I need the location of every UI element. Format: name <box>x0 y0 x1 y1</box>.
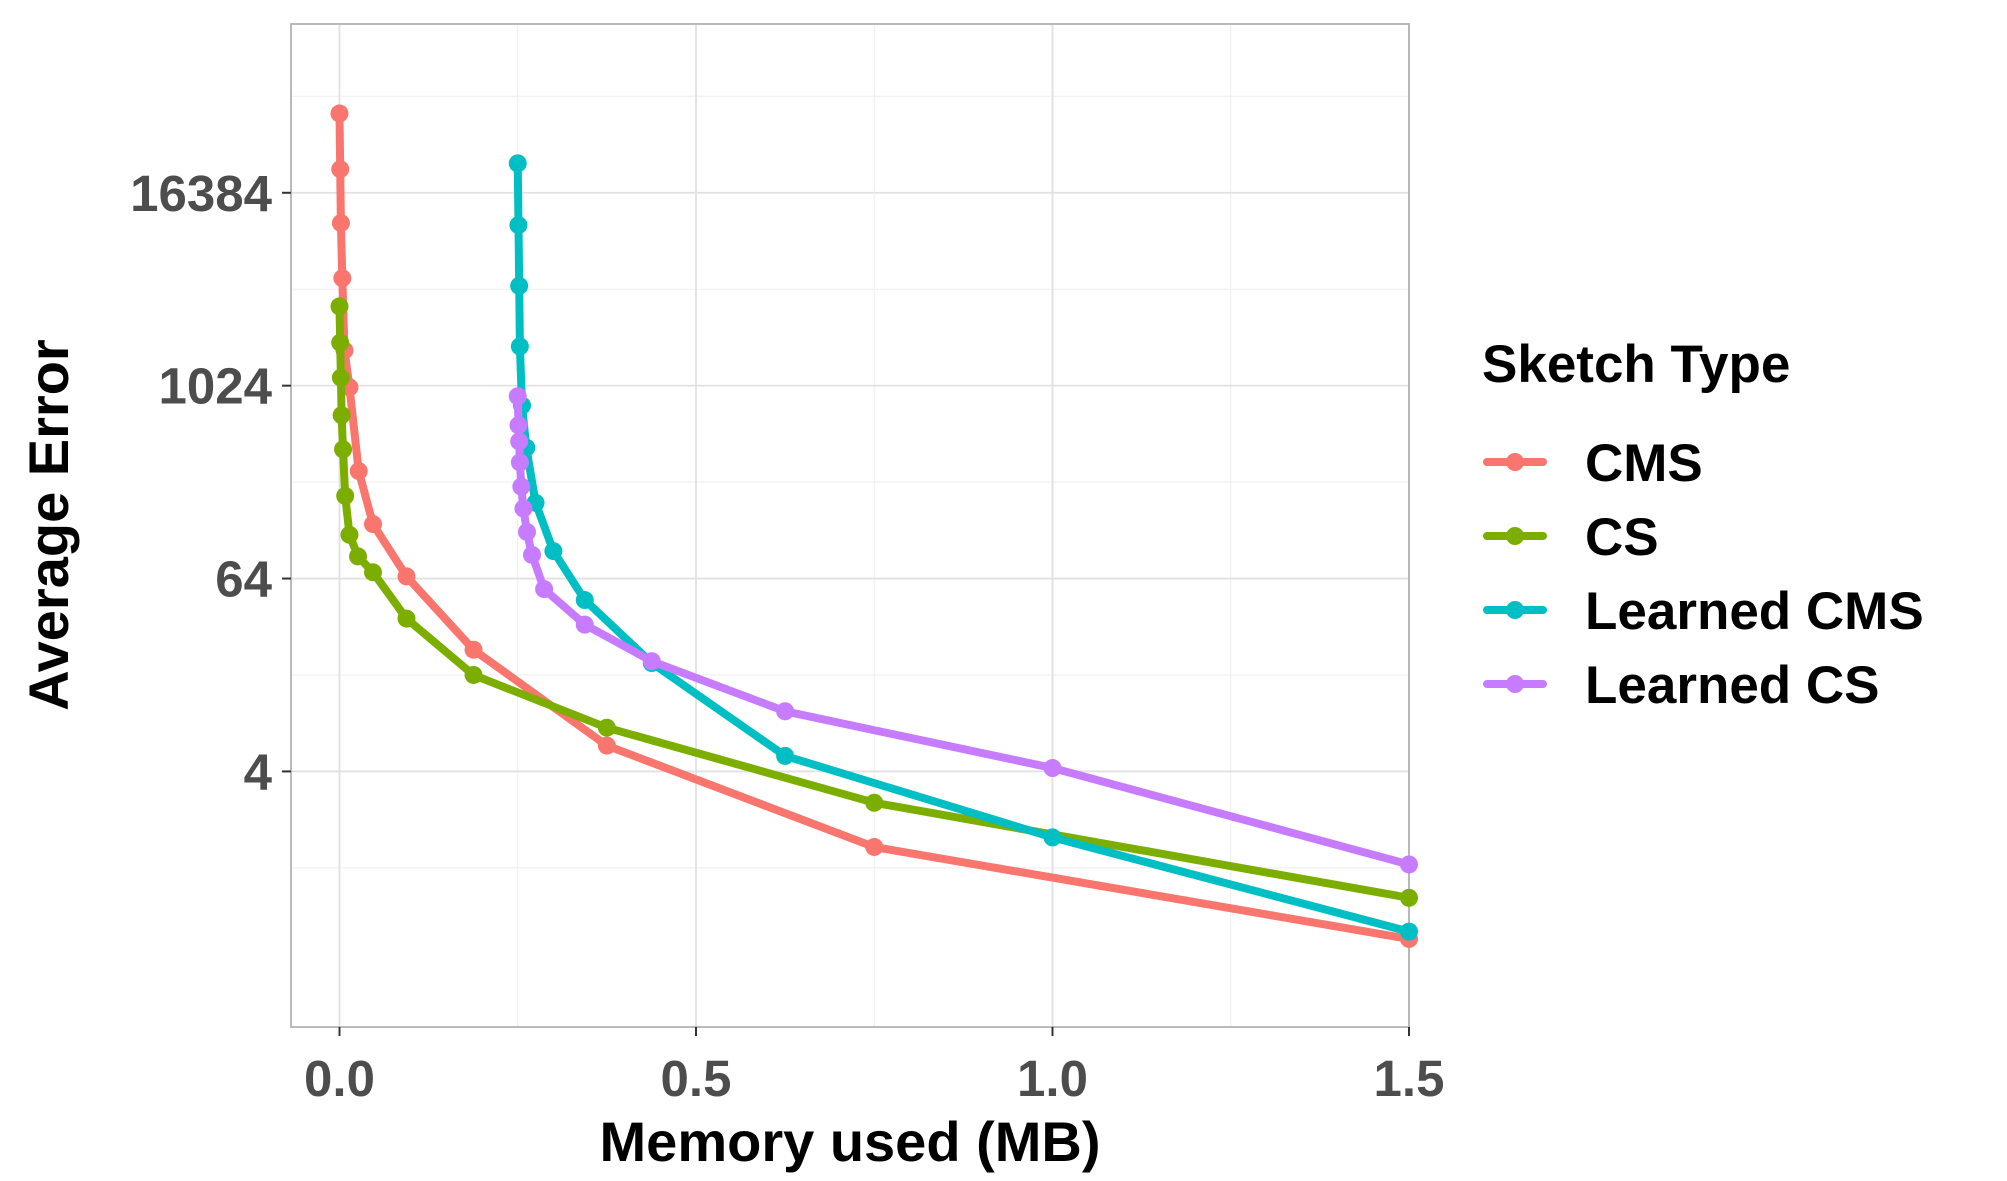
data-point-cms <box>397 567 416 586</box>
data-point-cs <box>1400 888 1418 907</box>
legend: Sketch Type CMS CS Learned CMS Learned CS <box>1482 335 1924 715</box>
data-point-learned-cms <box>509 216 528 235</box>
legend-title: Sketch Type <box>1482 335 1790 394</box>
y-tick-label: 16384 <box>130 165 272 222</box>
data-point-cms <box>331 160 350 179</box>
series-line-learned-cs <box>513 392 1413 869</box>
legend-key-point <box>1506 675 1524 693</box>
data-point-learned-cs <box>514 499 533 518</box>
data-point-cs <box>349 547 368 566</box>
data-point-learned-cms <box>510 276 529 295</box>
y-axis-title: Average Error <box>17 339 80 710</box>
data-point-learned-cms <box>776 746 795 765</box>
data-point-learned-cms <box>1043 828 1062 847</box>
data-point-learned-cms <box>544 542 563 561</box>
data-point-cms <box>331 214 350 233</box>
data-point-cs <box>331 368 350 387</box>
data-point-cs <box>332 406 351 425</box>
data-point-cs <box>397 609 416 628</box>
data-point-learned-cs <box>522 545 541 564</box>
y-tick-label: 1024 <box>159 358 273 415</box>
y-tick-label: 4 <box>244 743 273 800</box>
data-point-learned-cs <box>510 453 529 472</box>
data-point-cs <box>363 563 382 582</box>
data-point-learned-cs <box>508 387 527 406</box>
x-tick-label: 0.5 <box>661 1050 732 1107</box>
series-learned-cs <box>508 387 1418 874</box>
series-learned-cms <box>508 154 1418 941</box>
legend-items: CMS CS Learned CMS Learned CS <box>1483 434 1924 715</box>
data-point-cs <box>464 665 483 684</box>
x-tick-label: 1.5 <box>1374 1050 1445 1107</box>
x-tick-label: 1.0 <box>1017 1050 1088 1107</box>
legend-label: Learned CS <box>1585 656 1880 715</box>
data-point-learned-cs <box>642 652 661 671</box>
data-point-learned-cs <box>535 580 554 599</box>
data-point-cms <box>363 515 382 534</box>
data-point-learned-cms <box>508 154 527 173</box>
legend-label: CS <box>1585 508 1659 567</box>
data-point-learned-cs <box>518 522 537 541</box>
x-tick-label: 0.0 <box>304 1050 375 1107</box>
data-point-learned-cs <box>509 416 528 435</box>
data-point-cs <box>334 440 353 459</box>
data-point-cms <box>597 736 616 755</box>
tick-labels: 0.0 0.5 1.0 1.5 4 64 1024 16384 <box>130 165 1444 1107</box>
data-point-cs <box>336 486 355 505</box>
data-point-learned-cms <box>510 337 529 356</box>
data-point-learned-cs <box>575 615 594 634</box>
data-point-cs <box>865 793 884 812</box>
data-point-learned-cs <box>1400 855 1418 874</box>
data-point-cs <box>330 297 349 316</box>
data-point-cms <box>333 269 352 288</box>
x-axis-title: Memory used (MB) <box>600 1110 1101 1173</box>
data-point-learned-cms <box>575 591 594 610</box>
plot-panel <box>290 23 1410 1028</box>
legend-key-point <box>1506 453 1524 471</box>
series-layer <box>330 104 1418 948</box>
data-point-learned-cms <box>1400 922 1418 941</box>
series-cs <box>330 297 1418 907</box>
legend-item-cms: CMS <box>1483 434 1703 493</box>
data-point-learned-cs <box>512 477 531 496</box>
y-tick-label: 64 <box>215 551 272 608</box>
legend-label: CMS <box>1585 434 1703 493</box>
legend-key-point <box>1506 527 1524 545</box>
legend-item-learned-cs: Learned CS <box>1483 656 1880 715</box>
data-point-cs <box>340 525 359 544</box>
data-point-cms <box>464 640 483 659</box>
data-point-cms <box>865 837 884 856</box>
data-point-cms <box>349 462 368 481</box>
data-point-learned-cs <box>1043 759 1062 778</box>
data-point-cs <box>597 718 616 737</box>
legend-key-point <box>1506 601 1524 619</box>
data-point-cms <box>330 104 349 123</box>
data-point-learned-cs <box>510 432 529 451</box>
legend-label: Learned CMS <box>1585 582 1924 641</box>
legend-item-cs: CS <box>1483 508 1659 567</box>
legend-item-learned-cms: Learned CMS <box>1483 582 1924 641</box>
data-point-learned-cs <box>776 702 795 721</box>
data-point-cs <box>331 333 350 352</box>
grid <box>291 24 1410 1027</box>
